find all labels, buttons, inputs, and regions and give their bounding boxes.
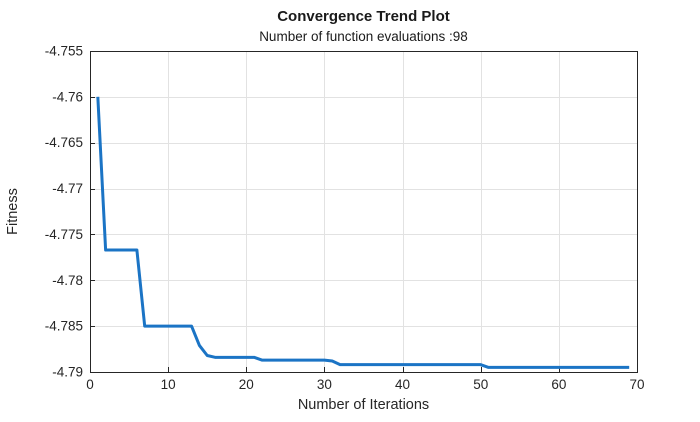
fitness-line	[96, 96, 630, 369]
x-tick-label: 50	[473, 377, 488, 392]
x-tick-label: 60	[551, 377, 566, 392]
chart-title: Convergence Trend Plot	[277, 8, 450, 25]
tick-layer	[90, 51, 638, 373]
chart-subtitle: Number of function evaluations :98	[259, 29, 468, 44]
y-tick-label: -4.755	[45, 44, 83, 59]
x-tick-label: 0	[86, 377, 94, 392]
series-layer	[96, 96, 630, 369]
y-tick-label: -4.775	[45, 227, 83, 242]
y-tick-label: -4.78	[52, 273, 83, 288]
x-tick-label: 70	[629, 377, 644, 392]
y-axis-label: Fitness	[5, 188, 21, 235]
x-tick-label: 30	[317, 377, 332, 392]
tick-label-layer: 0 10 20 30 40 50 60 70 -4.755 -4.76 -4.765 -4.77 -4.…	[45, 44, 645, 393]
x-tick-label: 10	[161, 377, 176, 392]
x-axis-label: Number of Iterations	[298, 397, 429, 413]
y-tick-label: -4.76	[52, 89, 83, 104]
x-tick-label: 20	[239, 377, 254, 392]
y-tick-label: -4.79	[52, 365, 83, 380]
y-tick-label: -4.785	[45, 319, 83, 334]
axes-box-layer	[90, 51, 638, 373]
y-tick-label: -4.765	[45, 135, 83, 150]
grid-layer	[90, 51, 638, 373]
axes-box	[90, 51, 638, 373]
x-tick-label: 40	[395, 377, 410, 392]
y-tick-label: -4.77	[52, 181, 83, 196]
